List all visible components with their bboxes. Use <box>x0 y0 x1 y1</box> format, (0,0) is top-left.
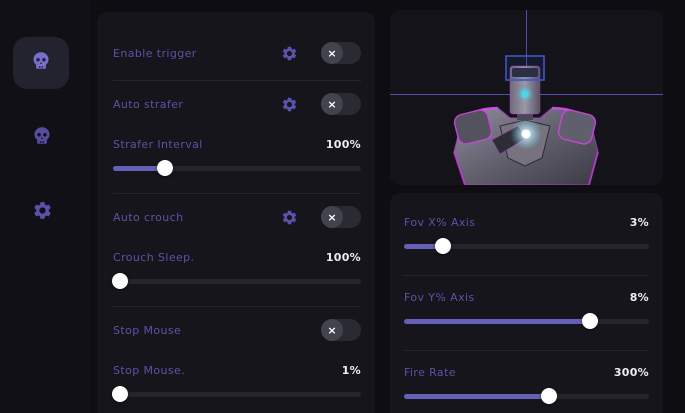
slider-thumb[interactable] <box>582 313 599 329</box>
toggle-switch-off[interactable]: × <box>321 42 361 64</box>
gear-icon[interactable] <box>281 45 298 62</box>
toggle-x-icon: × <box>321 319 343 341</box>
setting-label: Enable trigger <box>113 46 197 60</box>
aim-settings-panel: Fov X% Axis 3% Fov Y% Axis 8% <box>390 193 663 413</box>
slider-fill <box>113 160 174 176</box>
sidebar-item-trigger-active[interactable] <box>13 37 69 89</box>
slider-thumb[interactable] <box>112 273 129 289</box>
toggle-x-icon: × <box>321 93 343 115</box>
crosshair-vertical-line <box>526 10 527 72</box>
setting-label: Stop Mouse. <box>113 363 186 377</box>
setting-row-stop-mouse: Stop Mouse × <box>113 307 361 353</box>
divider <box>113 80 361 81</box>
setting-value: 100% <box>325 250 361 264</box>
slider-track[interactable] <box>404 313 649 329</box>
slider-track[interactable] <box>404 238 649 254</box>
slider-fill <box>112 273 129 289</box>
setting-value: 100% <box>325 137 361 151</box>
slider-track[interactable] <box>112 386 361 402</box>
setting-row-crouch-sleep: Crouch Sleep. 100% <box>112 246 361 294</box>
gear-icon <box>32 200 53 225</box>
setting-value: 300% <box>613 365 649 379</box>
slider-thumb[interactable] <box>157 160 174 176</box>
divider <box>113 306 361 307</box>
setting-row-auto-crouch: Auto crouch × <box>113 194 361 240</box>
setting-value: 3% <box>629 215 649 229</box>
setting-row-strafer-interval: Strafer Interval 100% <box>113 133 361 181</box>
robot-model-preview <box>453 55 599 185</box>
toggle-switch-off[interactable]: × <box>321 93 361 115</box>
slider-track[interactable] <box>113 160 361 176</box>
setting-value: 8% <box>629 290 649 304</box>
slider-thumb[interactable] <box>112 386 129 402</box>
skull-icon <box>30 50 52 76</box>
setting-label: Fov X% Axis <box>404 215 476 229</box>
setting-label: Auto crouch <box>113 210 184 224</box>
setting-label: Fire Rate <box>404 365 456 379</box>
slider-thumb[interactable] <box>435 238 452 254</box>
setting-label: Stop Mouse <box>113 323 182 337</box>
setting-label: Fov Y% Axis <box>404 290 475 304</box>
trigger-settings-panel: Enable trigger × Auto strafer × Strafer … <box>97 12 375 413</box>
setting-label: Strafer Interval <box>113 137 203 151</box>
setting-label: Auto strafer <box>113 97 184 111</box>
setting-row-fire-rate: Fire Rate 300% <box>404 361 649 409</box>
gear-icon[interactable] <box>281 96 298 113</box>
setting-row-enable-trigger: Enable trigger × <box>113 30 361 76</box>
skull-icon <box>31 125 53 151</box>
toggle-switch-off[interactable]: × <box>321 319 361 341</box>
slider-fill <box>112 386 129 402</box>
setting-row-stop-mouse-slider: Stop Mouse. 1% <box>112 359 361 407</box>
sidebar-item-misc[interactable] <box>30 126 54 150</box>
slider-track[interactable] <box>112 273 361 289</box>
setting-value: 1% <box>341 363 361 377</box>
gear-icon[interactable] <box>281 209 298 226</box>
slider-track[interactable] <box>404 388 649 404</box>
divider <box>113 193 361 194</box>
divider <box>404 275 649 276</box>
slider-fill <box>404 388 557 404</box>
divider <box>404 350 649 351</box>
toggle-x-icon: × <box>321 42 343 64</box>
sidebar <box>0 0 90 413</box>
setting-row-fov-y: Fov Y% Axis 8% <box>404 286 649 334</box>
model-preview-viewport <box>390 10 663 185</box>
sidebar-item-settings[interactable] <box>30 200 54 224</box>
slider-fill <box>404 238 452 254</box>
setting-row-auto-strafer: Auto strafer × <box>113 81 361 127</box>
toggle-x-icon: × <box>321 206 343 228</box>
toggle-switch-off[interactable]: × <box>321 206 361 228</box>
setting-label: Crouch Sleep. <box>113 250 195 264</box>
setting-row-fov-x: Fov X% Axis 3% <box>404 211 649 259</box>
slider-fill <box>404 313 599 329</box>
slider-thumb[interactable] <box>540 388 557 404</box>
